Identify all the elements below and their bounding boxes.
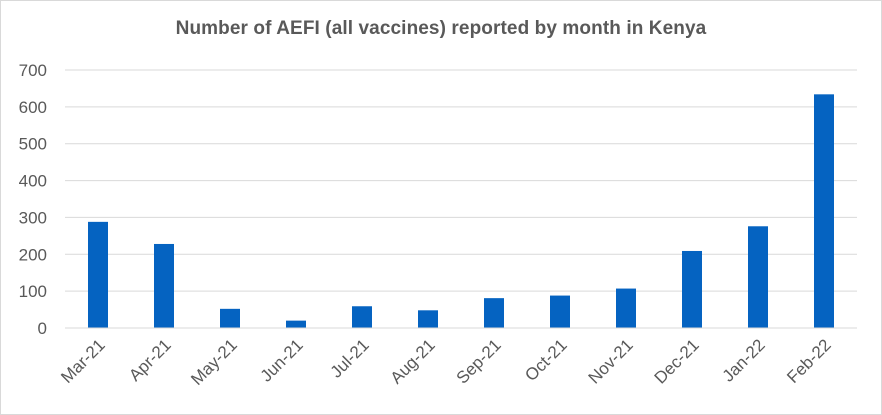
y-tick-label: 600	[19, 98, 47, 117]
x-tick-label: Apr-21	[125, 335, 175, 385]
bar-dec-21	[682, 250, 702, 328]
y-axis: 0 100 200 300 400 500 600 700	[19, 61, 47, 338]
bars	[88, 94, 834, 328]
x-tick-label: Nov-21	[585, 335, 637, 387]
x-tick-label: Feb-22	[783, 335, 835, 387]
gridlines	[65, 69, 857, 329]
y-tick-label: 700	[19, 61, 47, 80]
x-tick-label: Aug-21	[387, 335, 439, 387]
chart-title: Number of AEFI (all vaccines) reported b…	[175, 18, 707, 39]
bar-jul-21	[352, 306, 372, 328]
y-tick-label: 400	[19, 172, 47, 191]
bar-nov-21	[616, 288, 636, 328]
x-tick-label: Mar-21	[57, 335, 109, 387]
bar-mar-21	[88, 221, 108, 328]
bar-apr-21	[154, 243, 174, 328]
x-tick-label: Jun-21	[257, 335, 307, 385]
x-tick-label: Dec-21	[651, 335, 703, 387]
bar-feb-22	[814, 94, 834, 328]
y-tick-label: 100	[19, 282, 47, 301]
bar-aug-21	[418, 310, 438, 328]
bar-may-21	[220, 308, 240, 328]
y-tick-label: 500	[19, 135, 47, 154]
y-tick-label: 0	[38, 319, 47, 338]
x-tick-label: Jan-22	[719, 335, 769, 385]
bar-sep-21	[484, 298, 504, 328]
x-tick-label: May-21	[187, 335, 241, 389]
bar-jun-21	[286, 320, 306, 328]
y-tick-label: 300	[19, 208, 47, 227]
bar-jan-22	[748, 226, 768, 328]
x-tick-label: Oct-21	[521, 335, 571, 385]
x-axis: Mar-21 Apr-21 May-21 Jun-21 Jul-21 Aug-21 Sep-…	[57, 327, 857, 389]
x-tick-label: Sep-21	[453, 335, 505, 387]
x-tick-label: Jul-21	[327, 335, 373, 381]
bar-oct-21	[550, 295, 570, 328]
y-tick-label: 200	[19, 245, 47, 264]
